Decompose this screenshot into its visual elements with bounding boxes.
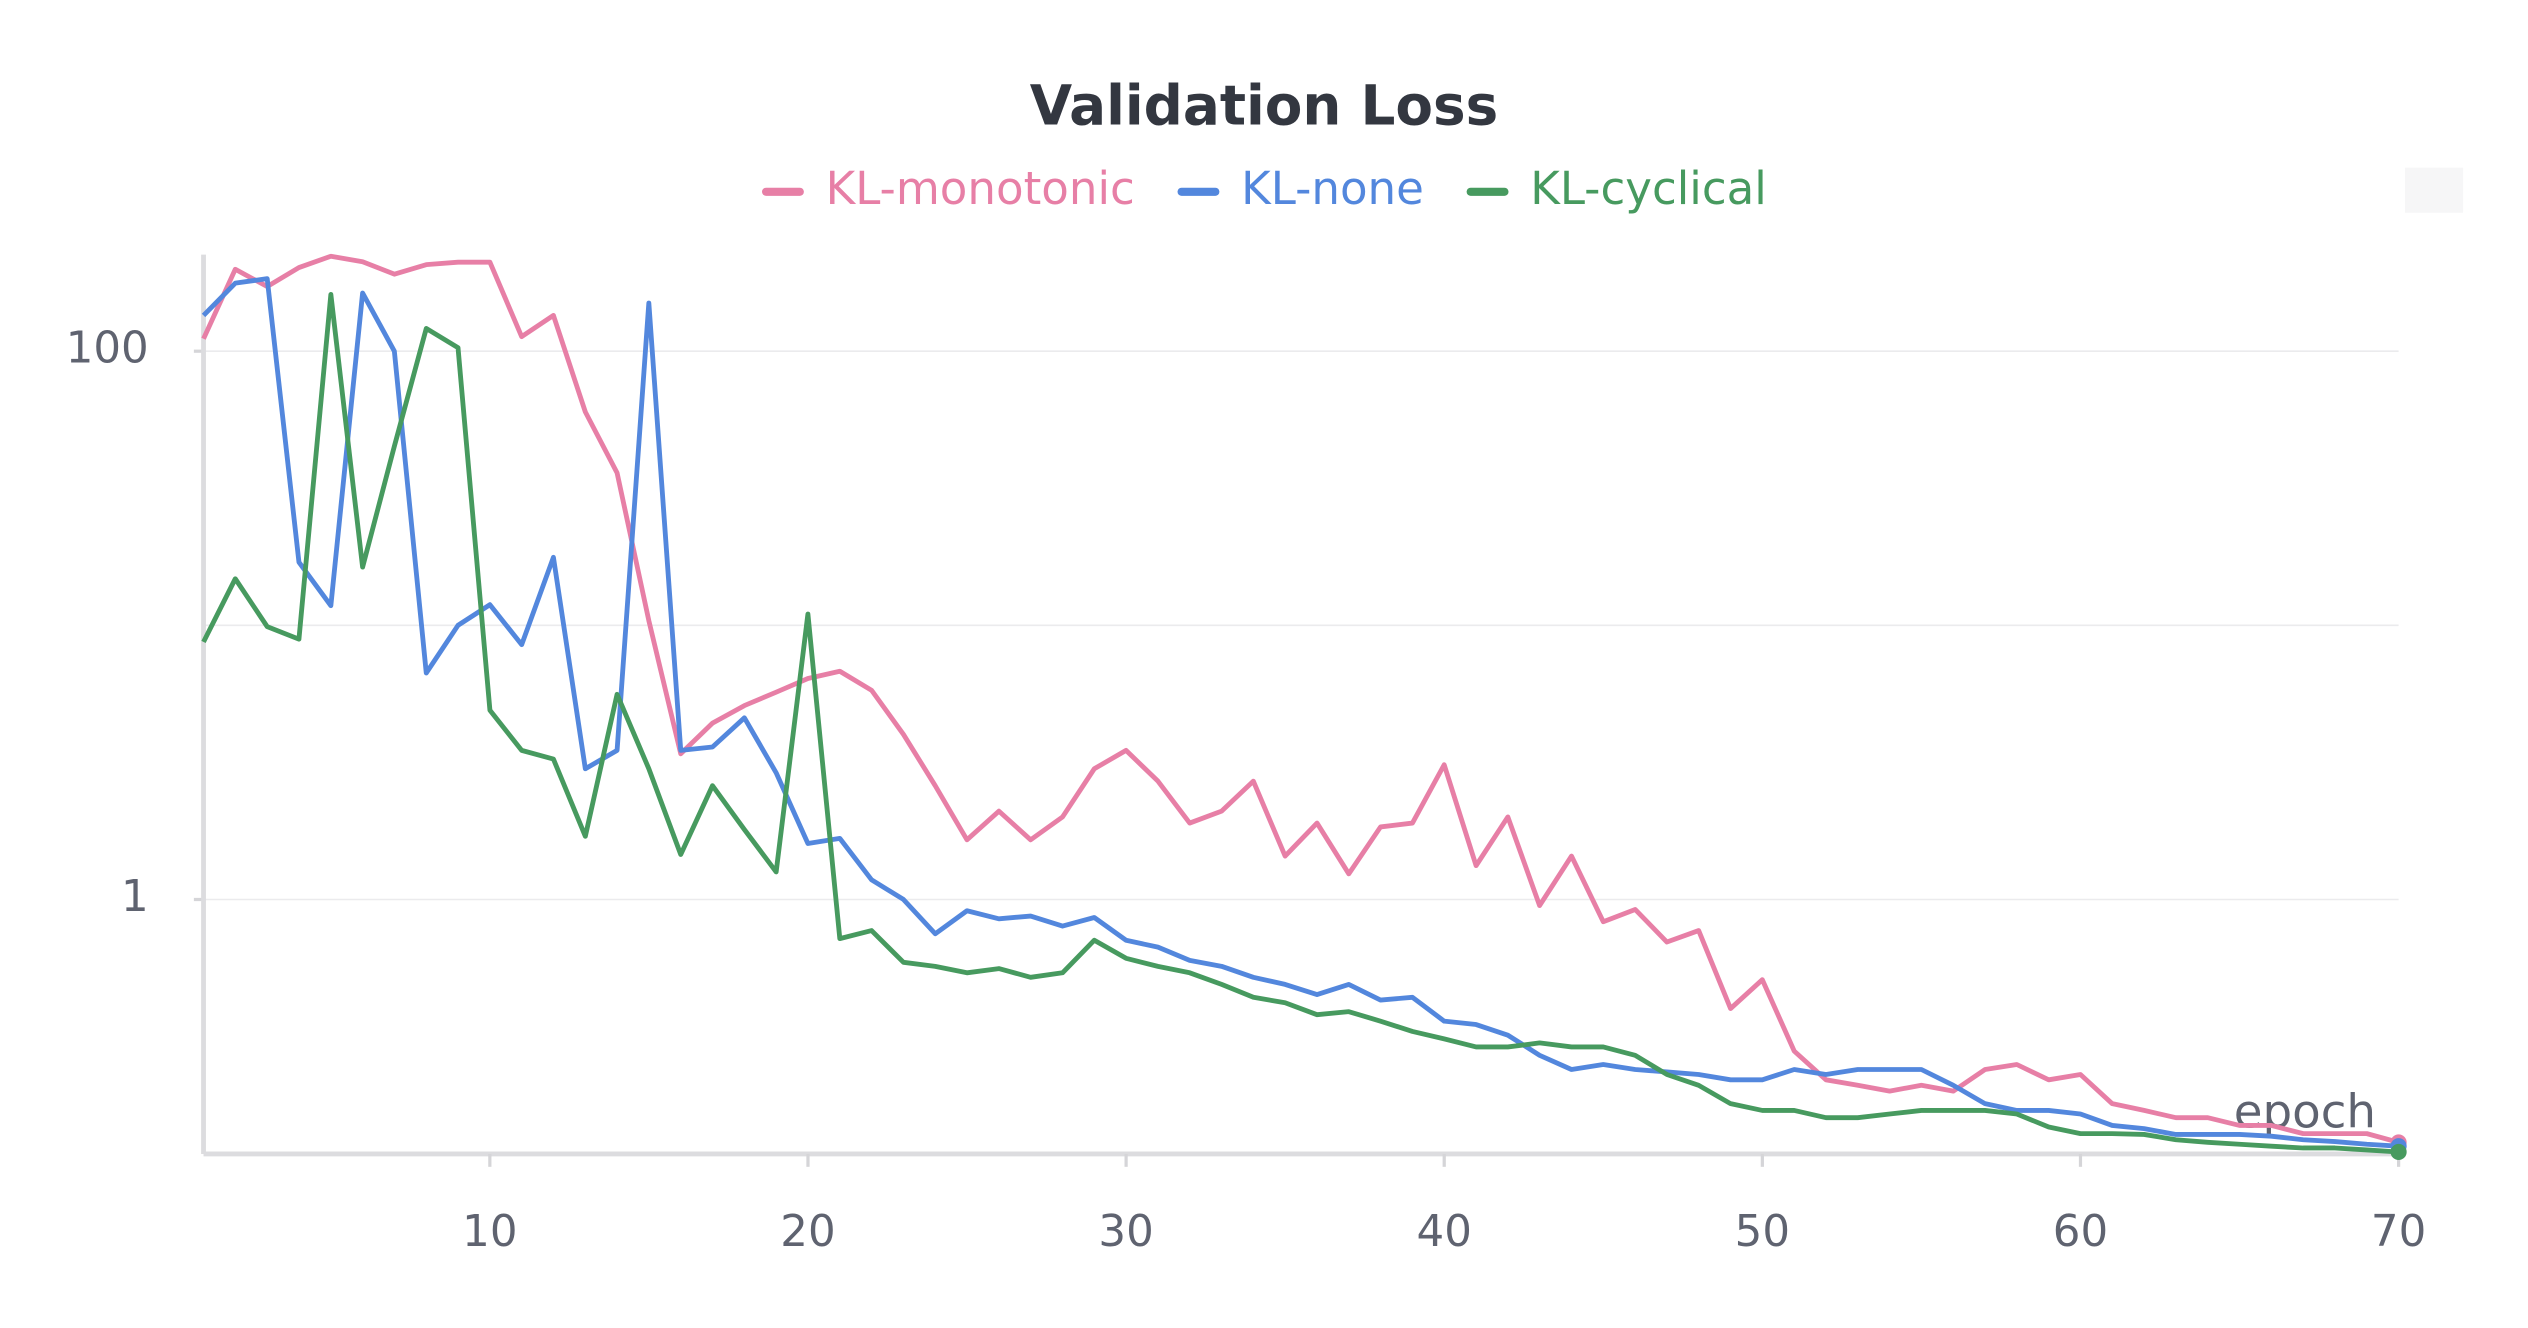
legend: KL-monotonic KL-none KL-cyclical xyxy=(761,162,1767,215)
x-tick-label: 40 xyxy=(1417,1207,1472,1257)
panel-control[interactable] xyxy=(2405,167,2464,213)
legend-label: KL-none xyxy=(1241,162,1424,215)
x-tick-label: 70 xyxy=(2371,1207,2426,1257)
y-tick-label: 1 xyxy=(121,872,149,922)
legend-label: KL-monotonic xyxy=(826,162,1135,215)
legend-label: KL-cyclical xyxy=(1530,162,1767,215)
x-tick-label: 20 xyxy=(780,1207,835,1257)
x-tick-label: 60 xyxy=(2053,1207,2108,1257)
y-tick-label: 100 xyxy=(66,324,149,374)
end-point xyxy=(2390,1143,2407,1160)
x-axis-label: epoch xyxy=(2234,1086,2376,1140)
x-tick-label: 10 xyxy=(462,1207,517,1257)
series-line xyxy=(201,253,2400,1145)
x-tick-label: 50 xyxy=(1735,1207,1790,1257)
x-tick-label: 30 xyxy=(1098,1207,1153,1257)
chart-title: Validation Loss xyxy=(1030,74,1499,138)
series-line xyxy=(201,292,2399,1155)
series-line xyxy=(201,276,2399,1149)
